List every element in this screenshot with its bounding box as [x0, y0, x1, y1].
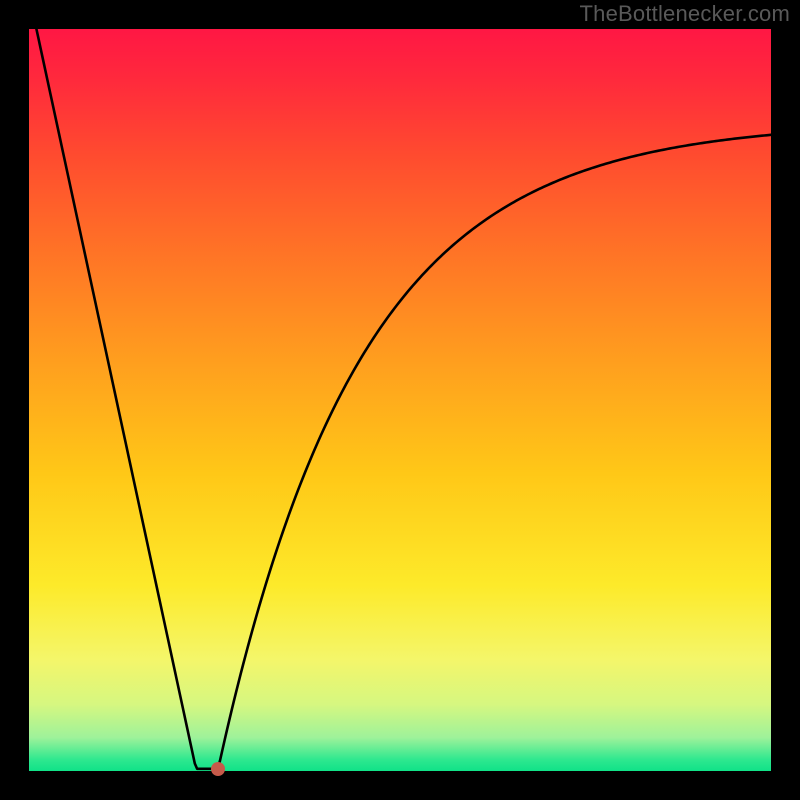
plot-area — [29, 29, 771, 771]
chart-container: TheBottlenecker.com — [0, 0, 800, 800]
optimal-point-marker — [211, 762, 225, 776]
watermark-text: TheBottlenecker.com — [580, 1, 790, 27]
